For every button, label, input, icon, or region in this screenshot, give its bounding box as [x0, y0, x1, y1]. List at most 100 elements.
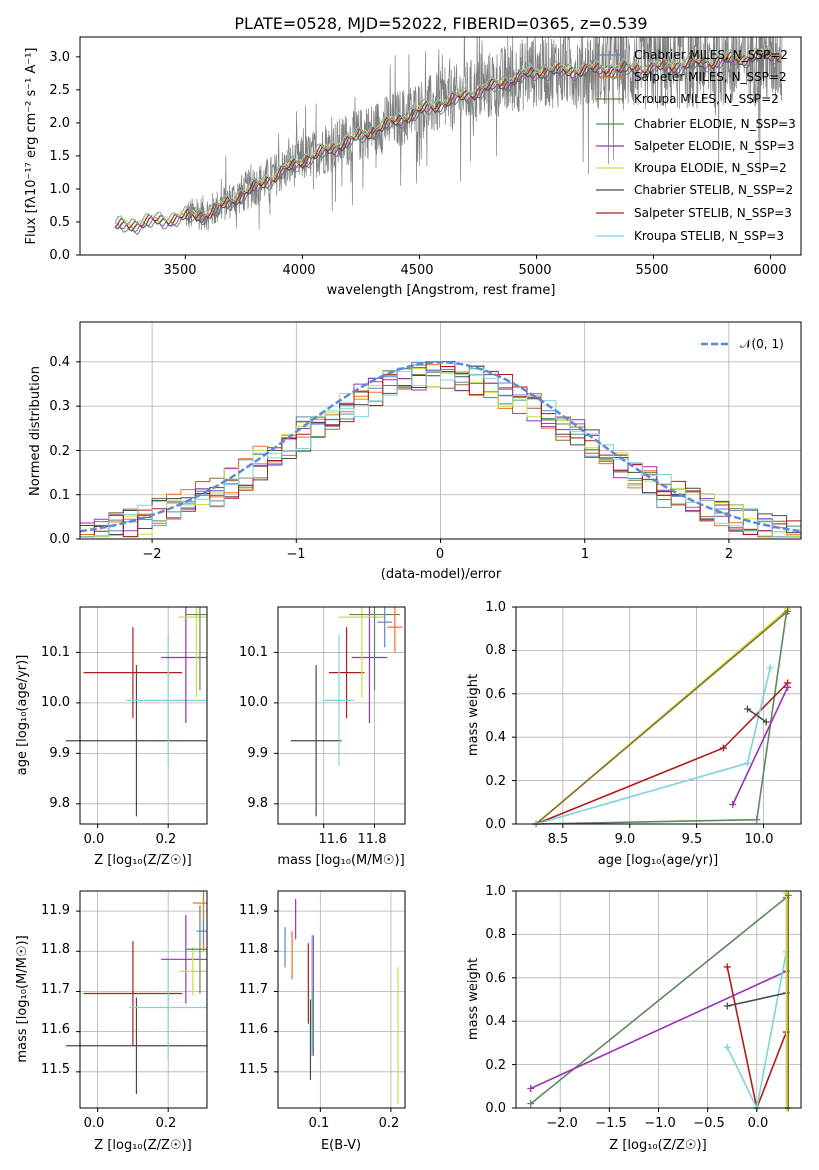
weight-age-xtick: 10.0	[745, 832, 774, 847]
mass-ebv-ytick: 11.5	[239, 1062, 268, 1077]
legend-entry: Kroupa STELIB, N_SSP=3	[596, 229, 784, 243]
mass-z-xtick: 0.0	[84, 1116, 105, 1131]
age-mass-ytick: 9.9	[247, 746, 268, 761]
weight-series-line	[747, 708, 767, 723]
weight-marker	[782, 610, 790, 618]
residual-histogram	[80, 367, 801, 538]
weight-z-ytick: 0.6	[485, 971, 506, 986]
residuals-xtick: 1	[581, 547, 589, 562]
weight-z-xtick: −1.5	[595, 1116, 627, 1131]
legend-label: Chabrier ELODIE, N_SSP=3	[634, 117, 796, 131]
legend-entry: Kroupa MILES, N_SSP=2	[596, 92, 779, 106]
spectrum-ytick: 2.5	[49, 83, 70, 98]
spectrum-x-ticks: 3500 4000 4500 5000 5500 6000	[163, 263, 786, 278]
weight-marker	[766, 664, 774, 672]
legend-entry: Salpeter STELIB, N_SSP=3	[596, 206, 792, 220]
mass-z-ytick: 11.8	[41, 942, 70, 957]
residuals-ytick: 0.4	[49, 355, 70, 370]
mass-z-xtick: 0.2	[156, 1116, 177, 1131]
mass-ebv-ytick: 11.9	[239, 903, 268, 918]
weight-age-xtick: 9.0	[615, 832, 636, 847]
weight-z-ytick: 0.8	[485, 927, 506, 942]
legend-label: Salpeter MILES, N_SSP=2	[634, 70, 787, 84]
age-z-xtick: 0.0	[84, 832, 105, 847]
mass-vs-extinction-grid	[278, 891, 405, 1108]
mass-vs-metallicity-panel: 0.0 0.2 11.5 11.6 11.7 11.8 11.9 Z [log₁…	[15, 890, 208, 1153]
spectrum-ytick: 1.0	[49, 182, 70, 197]
mass-z-ytick: 11.5	[41, 1062, 70, 1077]
mass-z-ytick: 11.6	[41, 1022, 70, 1037]
weight-marker	[723, 1043, 731, 1051]
mass-ebv-ytick: 11.8	[239, 942, 268, 957]
weight-age-xlabel: age [log₁₀(age/yr)]	[598, 853, 719, 868]
age-vs-metallicity-panel: 0.0 0.2 9.8 9.9 10.0 10.1 Z [log₁₀(Z/Z☉)…	[15, 606, 208, 868]
error-bar-point	[178, 947, 207, 996]
spectrum-xtick: 4500	[400, 263, 433, 278]
error-bar-point	[129, 955, 207, 1060]
legend-label: Salpeter ELODIE, N_SSP=3	[634, 139, 795, 153]
weight-marker	[784, 891, 792, 899]
age-z-ylabel: age [log₁₀(age/yr)]	[15, 655, 30, 776]
mass-ebv-ytick: 11.6	[239, 1022, 268, 1037]
weight-z-xtick: −2.0	[546, 1116, 578, 1131]
residuals-xtick: 2	[725, 547, 733, 562]
error-bar-point	[351, 607, 388, 724]
age-mass-xtick: 11.8	[358, 832, 387, 847]
error-bar-point	[65, 997, 207, 1094]
error-bar-point	[349, 607, 400, 691]
legend-entry: Chabrier ELODIE, N_SSP=3	[596, 117, 796, 131]
error-bar-point	[377, 607, 393, 648]
residuals-ytick: 0.1	[49, 488, 70, 503]
error-bar-point	[387, 607, 403, 653]
weight-series-line	[732, 686, 789, 805]
age-mass-xlabel: mass [log₁₀(M/M☉)]	[277, 853, 404, 868]
spectrum-ytick: 2.0	[49, 116, 70, 131]
error-bar-point	[125, 634, 207, 766]
age-mass-ytick: 10.0	[239, 695, 268, 710]
age-vs-metallicity-plot-area	[65, 607, 207, 828]
legend-label: Chabrier MILES, N_SSP=2	[634, 48, 788, 62]
residuals-ytick: 0.2	[49, 444, 70, 459]
weight-marker	[753, 816, 761, 824]
weight-z-xtick: −1.0	[644, 1116, 676, 1131]
error-bar-point	[83, 627, 183, 719]
spectrum-xlabel: wavelength [Angstrom, rest frame]	[327, 283, 556, 298]
mass-z-xlabel: Z [log₁₀(Z/Z☉)]	[94, 1138, 191, 1153]
residuals-y-ticks: 0.0 0.1 0.2 0.3 0.4	[49, 355, 70, 547]
mass-vs-extinction-panel: 0.1 0.2 11.5 11.6 11.7 11.8 11.9 E(B-V)	[239, 890, 406, 1153]
age-z-xtick: 0.2	[156, 832, 177, 847]
weight-marker	[527, 1084, 535, 1092]
spectrum-ylabel: Flux [fλ10⁻¹⁷ erg cm⁻² s⁻¹ A⁻¹]	[24, 48, 39, 245]
normal-curve	[79, 361, 802, 533]
age-mass-xtick: 11.6	[319, 832, 348, 847]
residuals-legend: 𝒩(0, 1)	[701, 337, 784, 351]
residuals-ytick: 0.0	[49, 532, 70, 547]
error-bar-point	[185, 607, 207, 691]
legend-entry: Salpeter ELODIE, N_SSP=3	[596, 139, 795, 153]
mass-vs-metallicity-plot-area	[65, 891, 207, 1112]
residuals-x-ticks: −2 −1 0 1 2	[142, 547, 733, 562]
weight-marker	[743, 705, 751, 713]
legend-entry: Kroupa ELODIE, N_SSP=2	[596, 161, 787, 175]
age-vs-mass-panel: 11.6 11.8 9.8 9.9 10.0 10.1 mass [log₁₀(…	[239, 606, 406, 868]
weight-z-xlabel: Z [log₁₀(Z/Z☉)]	[609, 1138, 706, 1153]
age-mass-ytick: 10.1	[239, 645, 268, 660]
weight-series-line	[530, 970, 787, 1090]
mass-ebv-xtick: 0.2	[379, 1116, 400, 1131]
weight-marker	[723, 1002, 731, 1010]
age-vs-mass-plot-area	[274, 607, 403, 828]
weight-age-ytick: 0.8	[485, 643, 506, 658]
weight-age-xtick: 8.5	[548, 832, 569, 847]
weight-marker	[719, 744, 727, 752]
weight-series-line	[727, 992, 787, 1007]
weight-age-ytick: 0.4	[485, 730, 506, 745]
error-bar-point	[196, 919, 207, 944]
model-spectrum-line	[114, 46, 782, 226]
weight-z-ytick: 0.2	[485, 1058, 506, 1073]
spectrum-xtick: 3500	[163, 263, 196, 278]
weight-age-ytick: 0.6	[485, 687, 506, 702]
legend-entry: Chabrier MILES, N_SSP=2	[596, 48, 788, 62]
residuals-ylabel: Normed distribution	[28, 366, 43, 496]
spectrum-ytick: 0.5	[49, 215, 70, 230]
